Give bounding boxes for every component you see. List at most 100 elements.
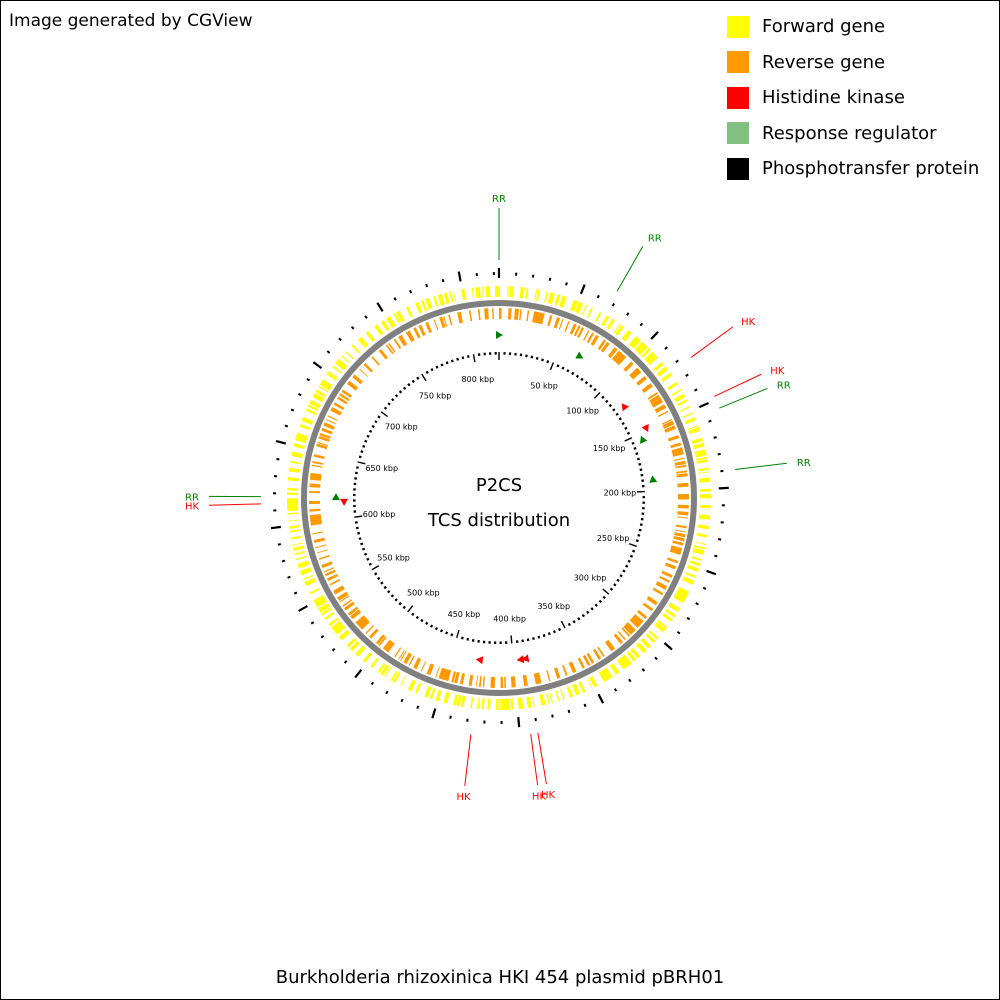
- gene-block: [355, 645, 366, 657]
- gene-block: [546, 670, 551, 682]
- rr-arrow: [331, 493, 340, 501]
- gene-block: [443, 292, 450, 304]
- gene-block: [382, 639, 395, 653]
- gene-block: [676, 516, 688, 519]
- gene-block: [623, 361, 634, 372]
- credit-text: Image generated by CGView: [9, 11, 253, 31]
- gene-block: [460, 695, 466, 708]
- outer-tick: [354, 668, 363, 679]
- ruler-tick: [374, 420, 378, 424]
- gene-block: [609, 663, 620, 675]
- outer-tick: [370, 681, 375, 686]
- gene-block: [352, 374, 363, 385]
- hk-callout-label: HK: [741, 317, 756, 328]
- hk-arrow: [516, 655, 525, 664]
- hk-arrow: [621, 403, 630, 412]
- ruler-tick: [358, 455, 362, 459]
- gene-block: [613, 323, 621, 334]
- gene-block: [388, 342, 396, 353]
- outer-tick: [306, 377, 311, 382]
- ruler-label: 650 kbp: [365, 464, 398, 473]
- gene-block: [288, 519, 300, 522]
- gene-block: [568, 661, 577, 674]
- ruler-tick: [566, 369, 570, 373]
- gene-block: [687, 564, 699, 573]
- ruler-tick: [636, 457, 640, 461]
- gene-block: [589, 675, 598, 688]
- gene-block: [482, 676, 485, 688]
- ruler-tick: [377, 576, 381, 581]
- outer-tick: [714, 554, 718, 558]
- ruler-tick: [402, 386, 407, 390]
- gene-block: [293, 443, 305, 450]
- gene-block: [598, 667, 613, 683]
- gene-block: [292, 542, 304, 546]
- gene-block: [425, 321, 433, 334]
- outer-tick: [517, 717, 521, 728]
- ruler-tick: [387, 402, 391, 406]
- gene-block: [673, 393, 686, 403]
- gene-block: [327, 415, 338, 422]
- ruler-tick: [535, 356, 539, 360]
- gene-block: [685, 571, 697, 578]
- gene-block: [477, 309, 481, 321]
- gene-block: [522, 674, 528, 687]
- outer-tick: [409, 289, 413, 294]
- gene-block: [309, 490, 321, 494]
- gene-block: [667, 557, 679, 564]
- ruler-tick: [357, 461, 366, 465]
- ruler-tick: [472, 354, 476, 363]
- gene-block: [287, 477, 299, 482]
- outer-tick: [695, 602, 699, 606]
- ruler-tick: [358, 537, 362, 541]
- gene-block: [629, 367, 642, 380]
- outer-tick: [650, 331, 659, 340]
- gene-block: [564, 321, 570, 332]
- gene-block: [375, 634, 386, 645]
- gene-block: [357, 336, 369, 349]
- gene-block: [592, 648, 602, 660]
- outer-tick: [597, 693, 605, 704]
- gene-block: [637, 609, 648, 619]
- ruler-tick: [510, 635, 513, 644]
- ruler-tick: [625, 564, 629, 568]
- gene-block: [453, 694, 459, 706]
- ruler-tick: [380, 581, 384, 585]
- gene-block: [400, 650, 407, 661]
- gene-block: [408, 655, 415, 666]
- gene-block: [532, 696, 535, 708]
- gene-block: [317, 441, 329, 446]
- gene-block: [510, 676, 516, 688]
- gene-block: [680, 405, 691, 412]
- gene-block: [323, 422, 335, 430]
- rr-callout-label: RR: [492, 194, 506, 205]
- gene-block: [317, 549, 328, 554]
- outer-tick: [551, 714, 554, 718]
- gene-block: [675, 524, 687, 529]
- gene-block: [699, 504, 711, 509]
- gene-block: [630, 647, 641, 659]
- gene-block: [470, 697, 474, 709]
- ruler-tick: [575, 374, 580, 378]
- gene-block: [468, 674, 474, 687]
- gene-block: [621, 330, 632, 342]
- gene-block: [664, 425, 676, 433]
- ruler-tick: [416, 376, 420, 380]
- gene-block: [562, 664, 568, 676]
- gene-block: [363, 362, 374, 373]
- gene-block: [386, 316, 396, 328]
- gene-block: [659, 576, 671, 583]
- gene-block: [471, 287, 475, 299]
- gene-block: [315, 389, 327, 398]
- legend-label: Reverse gene: [762, 51, 886, 73]
- outer-tick: [376, 302, 384, 312]
- legend-swatch-rr: [727, 122, 749, 145]
- gene-block: [507, 308, 512, 320]
- gene-block: [617, 631, 627, 641]
- hk-arrow: [521, 654, 530, 663]
- backbone-circle: [301, 300, 697, 696]
- gene-block: [691, 437, 704, 445]
- outer-tick: [297, 392, 302, 397]
- gene-block: [661, 570, 673, 578]
- ruler-tick: [383, 406, 388, 410]
